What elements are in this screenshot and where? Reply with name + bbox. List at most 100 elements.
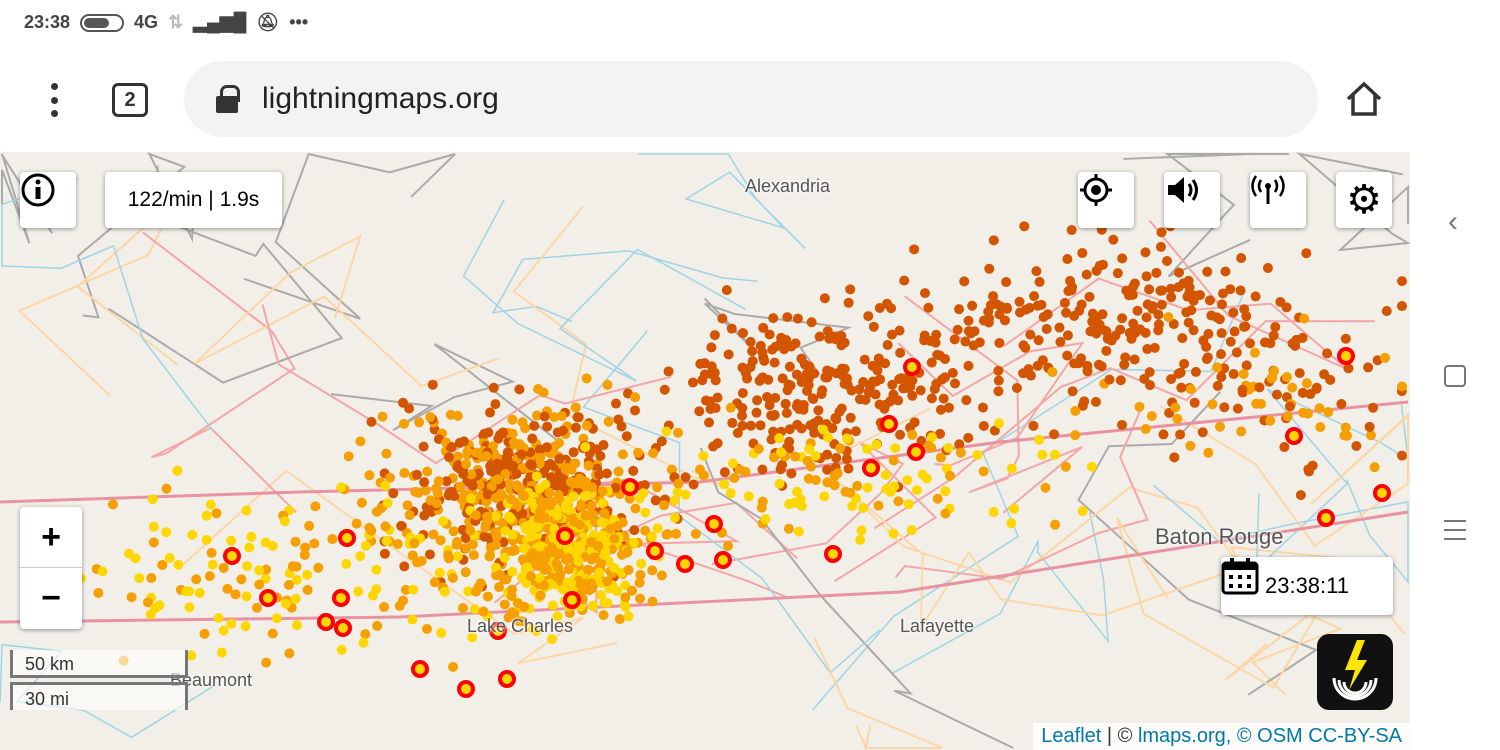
lightning-strike [187,529,198,540]
lightning-strike [1188,325,1199,336]
settings-button[interactable]: ⚙ [1336,172,1392,228]
tab-switcher-button[interactable]: 2 [112,83,148,117]
lightning-strike [563,591,581,609]
time-display[interactable]: 23:38:11 [1221,557,1393,615]
lightning-strike [1066,285,1077,296]
lightning-strike [556,411,567,422]
strike-rate: 122/min | 1.9s [105,172,282,228]
back-icon[interactable]: ‹ [1448,205,1458,238]
lightning-strike [539,580,550,591]
lightning-strike [467,480,478,491]
lightning-strike [602,379,613,390]
lightning-strike [539,560,550,571]
lightning-strike [923,440,934,451]
lightning-strike [1216,328,1227,339]
lightning-strike [304,520,315,531]
lightning-strike [1285,427,1303,445]
lightning-strike [896,373,907,384]
home-nav-icon[interactable] [1444,365,1466,387]
lightning-strike [1062,330,1073,341]
lightning-strike [555,569,566,580]
lightning-strike [514,384,525,395]
lightning-strike [831,452,842,463]
lightning-strike [1134,401,1145,412]
lmaps-link[interactable]: lmaps.org, © OSM CC-BY-SA [1137,725,1402,747]
address-bar[interactable]: lightningmaps.org [184,61,1318,137]
lightning-strike [502,447,513,458]
lightning-strike [630,392,641,403]
lightning-strike [1259,337,1270,348]
lightning-strike [565,476,576,487]
lightning-strike [1037,449,1048,460]
map-road [76,152,197,319]
lightning-strike [107,499,118,510]
locate-button[interactable] [1078,172,1134,228]
lightning-strike [887,379,898,390]
map-tiles [0,152,1410,750]
lightning-strike [880,469,891,480]
lightning-strike [737,362,748,373]
lightning-strike [633,447,644,458]
lightning-strike [469,604,480,615]
lightning-strike [201,510,212,521]
lightning-strike [850,426,861,437]
lightning-strike [1177,333,1188,344]
lightning-map[interactable]: Alexandria Baton Rouge Lake Charles Lafa… [0,152,1410,750]
lightning-strike [194,587,205,598]
lightning-strike [1175,367,1186,378]
zoom-out-button[interactable]: − [41,578,61,617]
menu-button[interactable] [44,83,64,117]
lightning-strike [457,680,475,698]
lightning-strike [534,541,545,552]
lightning-strike [640,507,651,518]
lightning-strike [1212,380,1223,391]
lightning-strike [290,536,301,547]
app-logo-button[interactable] [1317,634,1393,710]
leaflet-link[interactable]: Leaflet [1041,725,1102,747]
lightning-strike [852,480,863,491]
lightning-strike [542,421,553,432]
lightning-strike [494,582,505,593]
lock-icon [216,85,240,113]
recents-icon[interactable] [1444,520,1466,540]
lightning-strike [534,483,545,494]
lightning-strike [926,357,937,368]
lightning-strike [1325,374,1336,385]
lightning-strike [1086,461,1097,472]
lightning-strike [1202,266,1213,277]
lightning-strike [173,559,184,570]
lightning-strike [727,417,738,428]
lightning-strike [563,564,574,575]
lightning-strike [597,486,608,497]
lightning-strike [867,360,878,371]
map-road [330,343,562,444]
lightning-strike [907,390,918,401]
sound-button[interactable] [1164,172,1220,228]
lightning-strike [1055,337,1066,348]
antenna-icon [1251,175,1285,204]
lightning-strike [518,543,529,554]
info-button[interactable] [20,172,76,228]
lightning-strike [570,422,581,433]
lightning-strike [662,529,673,540]
lightning-strike [621,431,632,442]
lightning-strike [1049,449,1060,460]
lightning-strike [1042,309,1053,320]
lightning-strike [1369,462,1380,473]
stations-button[interactable] [1250,172,1306,228]
lightning-strike [673,478,684,489]
lightning-strike [698,450,709,461]
lightning-strike [366,525,377,536]
lightning-strike [1397,301,1407,312]
zoom-in-button[interactable]: + [20,508,82,568]
home-button[interactable] [1344,79,1384,119]
lightning-strike [819,293,830,304]
lightning-strike [435,535,446,546]
map-road [638,153,806,250]
lightning-strike [673,427,684,438]
lightning-strike [181,586,192,597]
lightning-strike [1119,359,1130,370]
lightning-strike [614,614,625,625]
lightning-strike [792,419,803,430]
lightning-strike [690,528,701,539]
